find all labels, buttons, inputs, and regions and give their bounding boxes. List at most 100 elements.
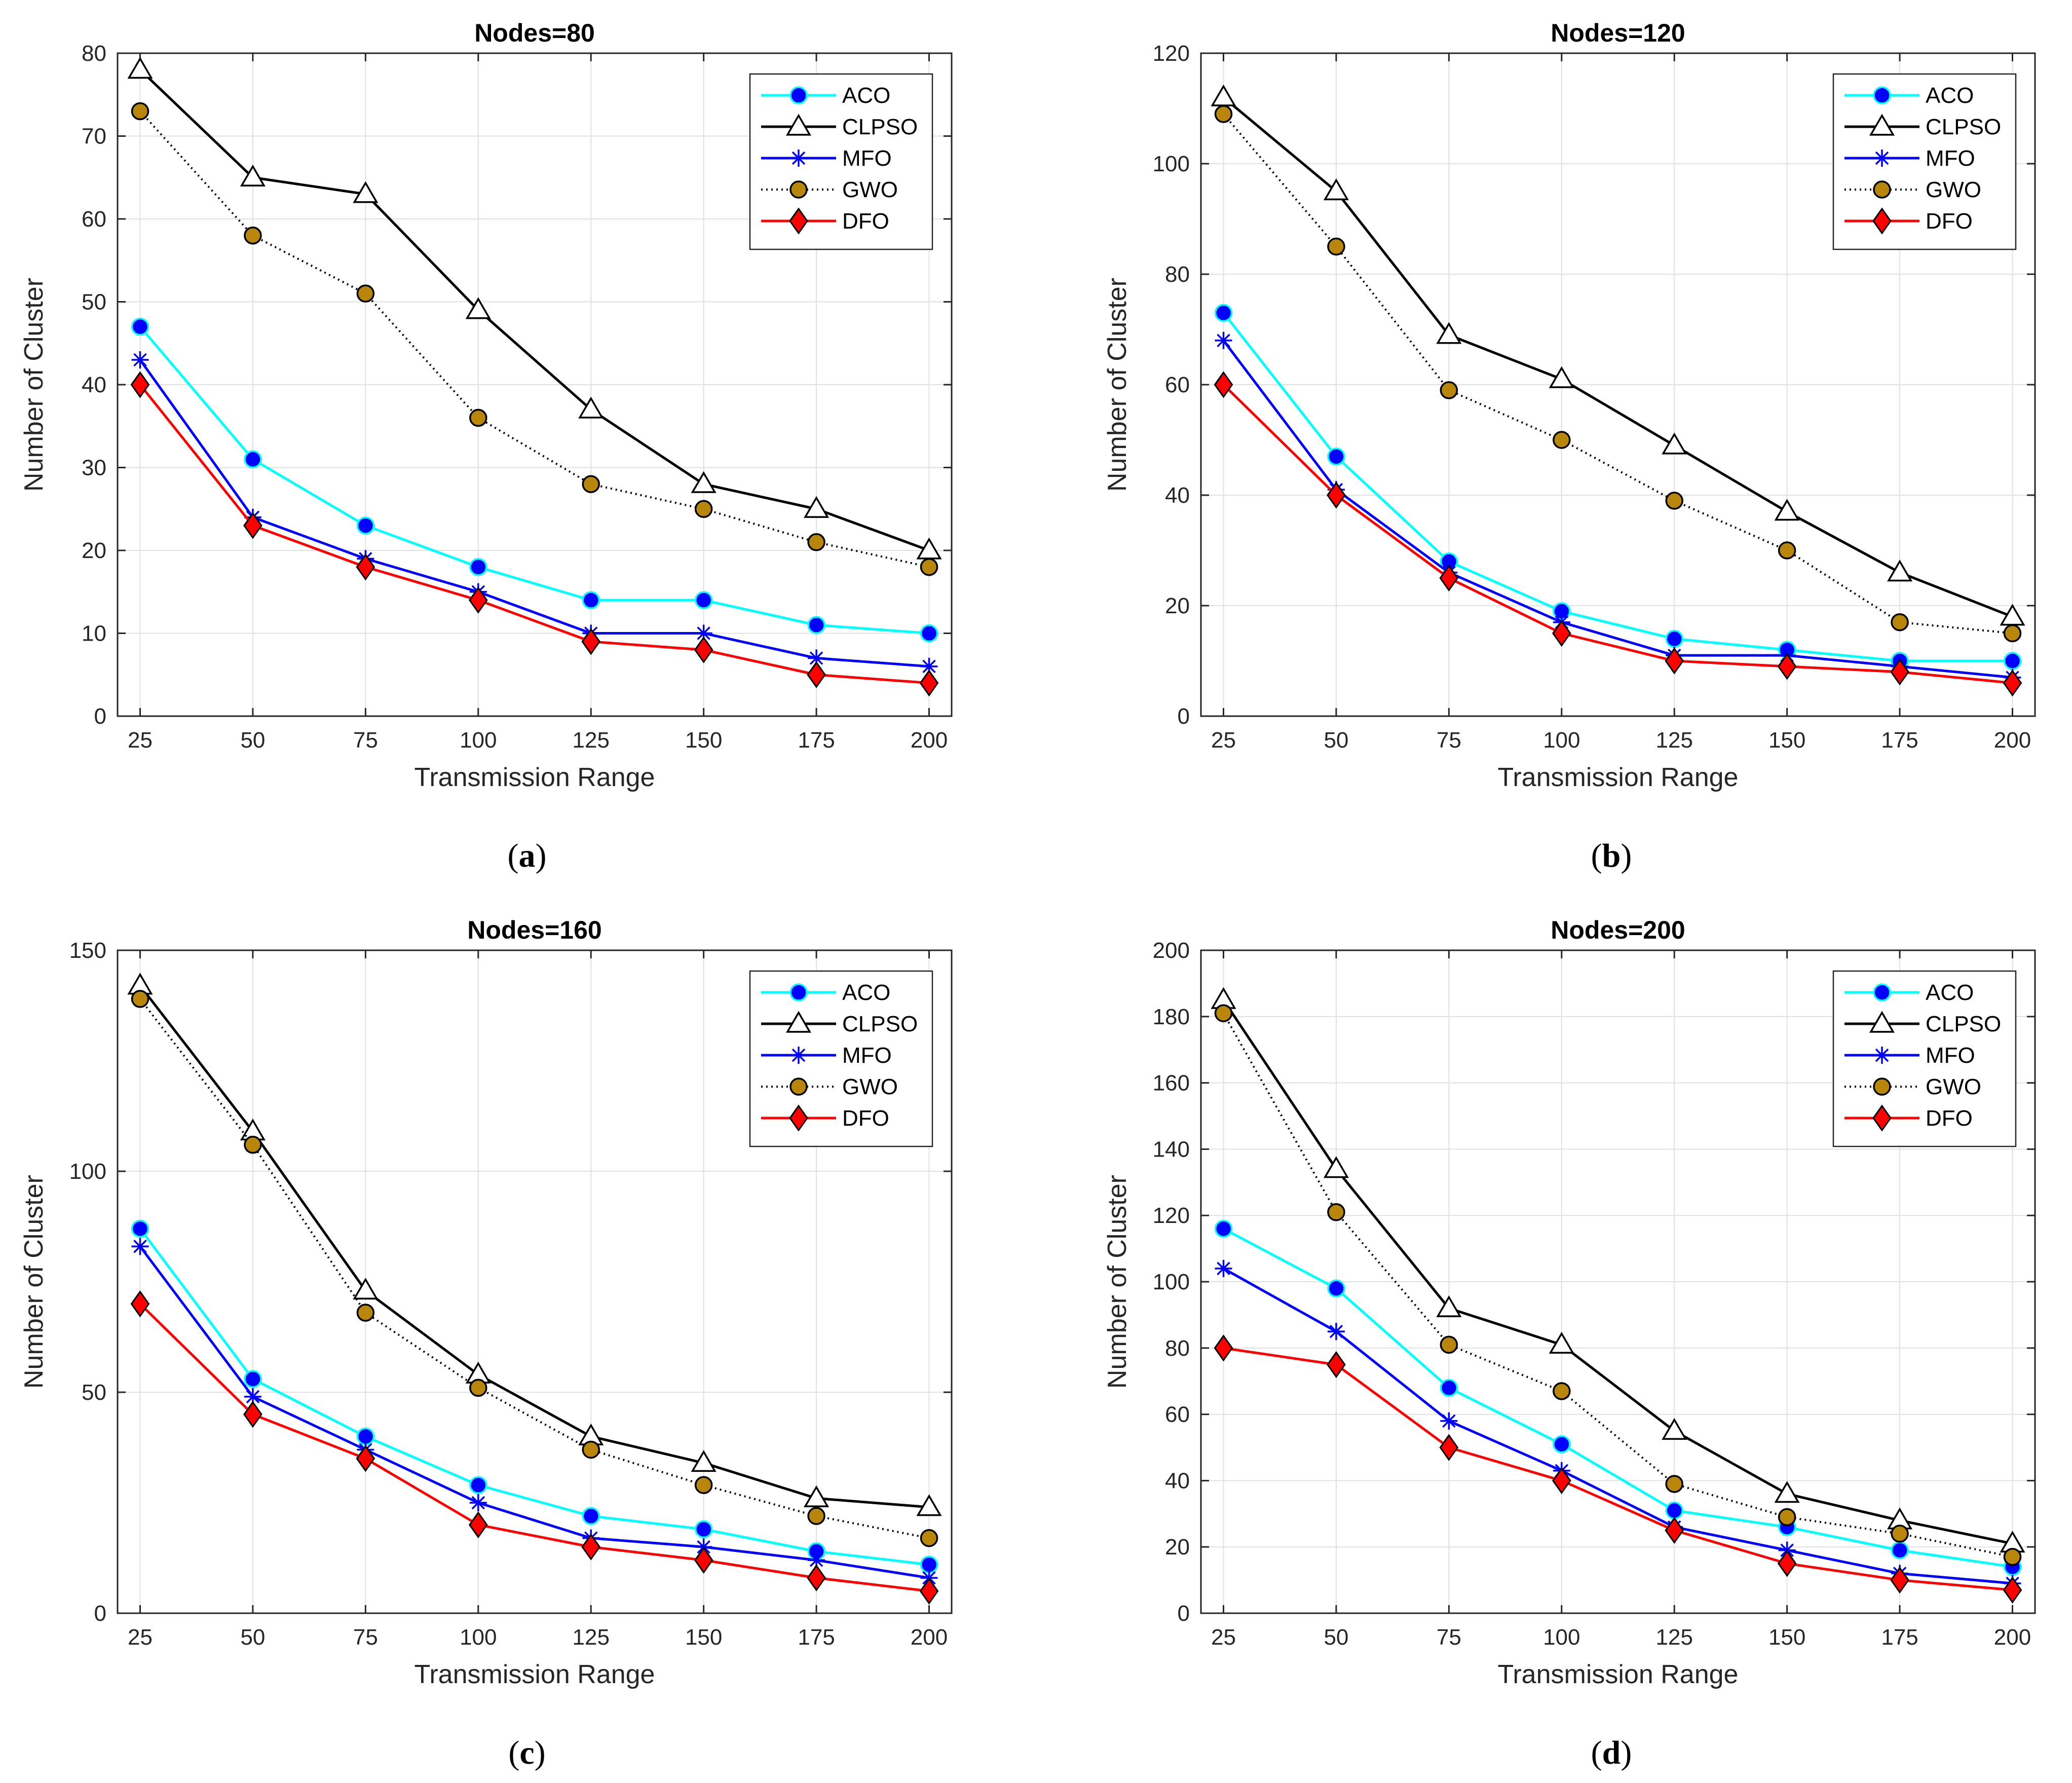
legend-label-dfo: DFO (1926, 209, 1973, 234)
legend-marker-mfo (1873, 150, 1891, 167)
caption-letter: c (519, 1734, 534, 1771)
data-point-aco (244, 1370, 262, 1388)
data-point-mfo (1215, 1259, 1232, 1277)
series-line-mfo (139, 1245, 929, 1579)
data-point-dfo (2003, 1576, 2022, 1604)
series-line-dfo (139, 384, 929, 685)
y-tick-label: 80 (82, 41, 106, 66)
data-point-dfo (1214, 1334, 1233, 1362)
legend-label-gwo: GWO (842, 177, 898, 202)
legend-marker-mfo (790, 150, 807, 167)
subfigure-caption: (d) (1591, 1734, 1632, 1771)
x-tick-label: 25 (128, 1625, 153, 1650)
data-point-gwo (1440, 1335, 1458, 1354)
data-point-dfo (130, 371, 150, 398)
subfigure-caption: (b) (1591, 837, 1632, 874)
data-point-gwo (244, 1135, 262, 1154)
data-point-aco (1665, 1501, 1683, 1520)
y-axis-label: Number of Cluster (19, 1175, 49, 1389)
data-point-gwo (469, 408, 487, 427)
series-line-mfo (1222, 340, 2013, 679)
data-point-clpso (1887, 560, 1913, 582)
data-point-aco (356, 516, 375, 535)
data-point-clpso (1436, 322, 1462, 344)
legend-label-clpso: CLPSO (1926, 1012, 2001, 1036)
legend-label-aco: ACO (1926, 980, 1974, 1005)
series-aco (131, 317, 938, 643)
legend: ACO CLPSO MFO GWO DFO (749, 970, 933, 1147)
legend-label-aco: ACO (842, 83, 890, 108)
chart-title: Nodes=120 (1551, 19, 1685, 47)
data-point-mfo (695, 624, 712, 642)
series-line-clpso (139, 68, 930, 552)
data-point-dfo (468, 1511, 488, 1539)
data-point-aco (920, 624, 938, 643)
y-axis-label: Number of Cluster (1103, 1175, 1132, 1389)
data-point-clpso (353, 181, 379, 203)
legend-marker-aco (789, 86, 808, 104)
data-point-mfo (1440, 1412, 1458, 1430)
chart-panel-a: 25 50 75 100 125 150 175 200 0 10 20 30 40 50 60 70 80 No… (19, 19, 953, 874)
data-point-aco (131, 317, 149, 336)
data-point-clpso (1436, 1295, 1462, 1317)
legend-marker-mfo (790, 1047, 807, 1064)
y-tick-label: 60 (82, 207, 106, 232)
legend-marker-aco (789, 983, 808, 1001)
x-axis-label: Transmission Range (415, 763, 655, 792)
y-axis-label: Number of Cluster (19, 278, 49, 492)
series-dfo (1214, 1334, 2022, 1604)
data-point-clpso (691, 1450, 717, 1472)
caption-paren: ( (508, 837, 519, 874)
data-point-aco (469, 558, 487, 576)
series-line-mfo (1223, 1267, 2013, 1585)
x-tick-label: 150 (685, 1625, 722, 1650)
x-tick-label: 50 (1324, 1625, 1348, 1650)
caption-letter: a (519, 837, 536, 874)
data-point-aco (244, 450, 262, 468)
data-point-gwo (1214, 1004, 1233, 1023)
y-tick-label: 100 (1153, 1270, 1190, 1294)
data-point-dfo (1439, 564, 1459, 592)
y-axis-label: Number of Cluster (1103, 278, 1132, 492)
x-tick-label: 200 (911, 1625, 948, 1650)
x-tick-label: 200 (911, 728, 948, 753)
data-point-mfo (1327, 1323, 1345, 1341)
y-tick-label: 70 (82, 124, 106, 149)
x-tick-label: 150 (1768, 728, 1805, 753)
series-line-aco (1223, 1228, 2013, 1568)
data-point-mfo (920, 657, 938, 675)
y-tick-label: 200 (1153, 938, 1190, 963)
x-tick-label: 200 (1994, 1625, 2031, 1650)
y-tick-label: 80 (1165, 1336, 1190, 1361)
y-tick-label: 40 (1165, 1468, 1190, 1493)
data-point-gwo (1553, 1382, 1571, 1400)
data-point-dfo (1552, 619, 1571, 647)
x-tick-label: 200 (1994, 728, 2031, 753)
x-tick-label: 125 (573, 1625, 610, 1650)
data-point-dfo (1777, 653, 1797, 680)
legend-label-gwo: GWO (842, 1074, 898, 1099)
data-point-mfo (1215, 331, 1232, 349)
legend-label-gwo: GWO (1926, 1074, 1981, 1099)
y-tick-label: 0 (94, 1601, 106, 1626)
axes-frame (117, 949, 953, 1614)
y-tick-label: 100 (69, 1159, 106, 1184)
legend-marker-gwo (789, 180, 808, 199)
data-point-gwo (356, 284, 375, 303)
data-point-clpso (1774, 499, 1800, 521)
data-point-aco (1553, 1435, 1571, 1454)
series-line-gwo (139, 998, 929, 1539)
data-point-gwo (1665, 492, 1683, 510)
legend-box (749, 73, 933, 250)
data-point-dfo (1777, 1550, 1797, 1577)
x-axis-label: Transmission Range (415, 1660, 655, 1689)
x-tick-label: 150 (685, 728, 722, 753)
tick-labels: 25 50 75 100 125 150 175 200 0 20 40 60 80 100 120 140 1… (1153, 938, 2035, 1650)
y-tick-label: 0 (1178, 1601, 1190, 1626)
series-aco (131, 1219, 938, 1574)
x-tick-label: 175 (798, 728, 835, 753)
x-tick-label: 25 (128, 728, 153, 753)
data-point-clpso (804, 1485, 830, 1507)
data-point-gwo (131, 990, 149, 1008)
